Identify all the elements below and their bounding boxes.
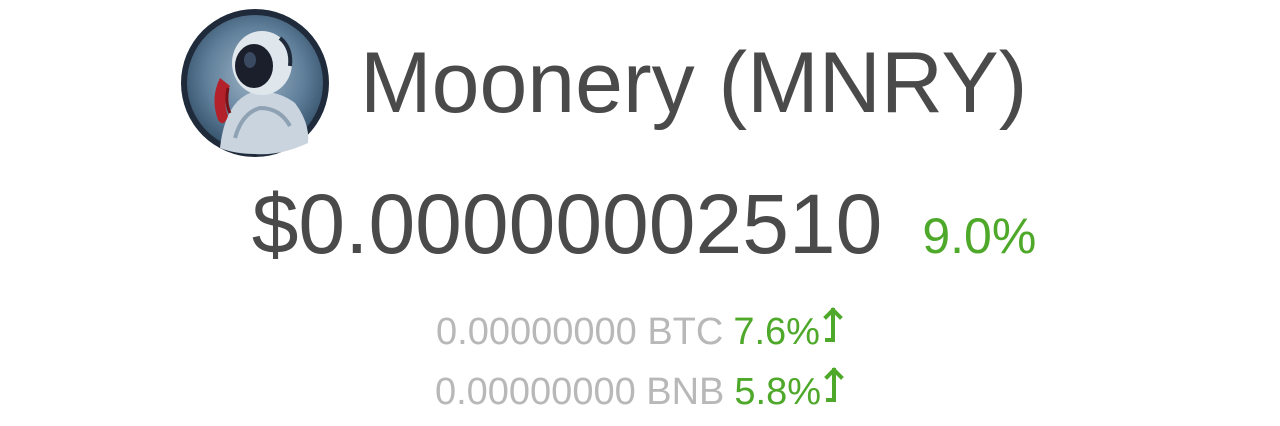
coin-name: Moonery (MNRY) xyxy=(360,35,1028,131)
btc-change-percent: 7.6% xyxy=(733,311,820,353)
arrow-up-icon xyxy=(824,367,844,402)
bnb-price-row: 0.00000000 BNB 5.8% xyxy=(0,366,1280,411)
bnb-change-percent: 5.8% xyxy=(734,371,822,413)
coin-header: Moonery (MNRY) xyxy=(180,8,1027,158)
arrow-up-icon xyxy=(823,307,843,342)
astronaut-icon xyxy=(181,9,329,157)
btc-price-row: 0.00000000 BTC 7.6% xyxy=(0,306,1280,351)
bnb-price: 0.00000000 BNB xyxy=(434,371,725,413)
btc-price: 0.00000000 BTC xyxy=(436,311,724,353)
usd-price: $0.00000002510 xyxy=(251,177,883,271)
usd-price-row: $0.00000002510 9.0% xyxy=(0,182,1280,266)
usd-change-percent: 9.0% xyxy=(922,208,1037,264)
